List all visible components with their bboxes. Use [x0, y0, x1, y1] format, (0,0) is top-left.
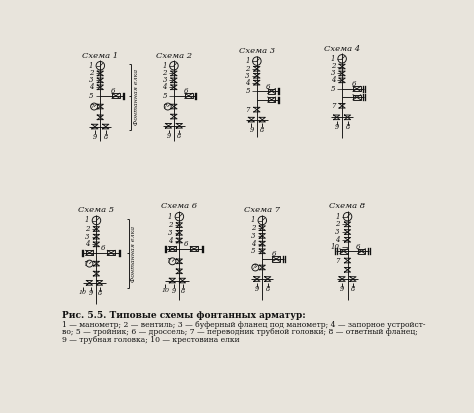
Text: 9: 9: [255, 285, 259, 293]
Text: 4: 4: [85, 240, 90, 248]
Text: Фонтанная елка: Фонтанная елка: [131, 225, 137, 282]
Text: 2: 2: [163, 69, 167, 77]
Text: Схема 2: Схема 2: [156, 52, 192, 59]
Text: 9 — трубная головка; 10 — крестовина елки: 9 — трубная головка; 10 — крестовина елк…: [63, 336, 240, 344]
Text: 7: 7: [331, 102, 335, 110]
Text: 3: 3: [168, 229, 173, 237]
Text: 10: 10: [79, 290, 86, 295]
Text: 6: 6: [272, 250, 276, 259]
Text: 4: 4: [335, 236, 340, 244]
Text: 7: 7: [166, 257, 171, 265]
Text: 9: 9: [166, 132, 171, 140]
Text: 1: 1: [168, 213, 173, 221]
Text: 5: 5: [251, 247, 255, 255]
Bar: [340, 249, 347, 254]
Text: 4: 4: [331, 76, 335, 84]
Text: 8: 8: [346, 123, 350, 131]
Text: 1: 1: [251, 216, 255, 225]
Bar: [353, 86, 361, 91]
Text: 3: 3: [251, 232, 255, 240]
Text: 4: 4: [246, 78, 250, 87]
Text: 9: 9: [89, 289, 93, 297]
Bar: [357, 249, 365, 254]
Text: 2: 2: [331, 62, 335, 71]
Text: 6: 6: [183, 240, 188, 248]
Text: 3: 3: [335, 228, 340, 236]
Text: 7: 7: [251, 263, 255, 271]
Bar: [268, 97, 275, 102]
Text: 9: 9: [93, 133, 97, 140]
Text: 4: 4: [89, 83, 93, 91]
Text: 6: 6: [110, 87, 115, 95]
Text: 9: 9: [249, 126, 254, 134]
Text: 7: 7: [163, 102, 167, 111]
Text: 4: 4: [251, 240, 255, 248]
Text: 5: 5: [163, 92, 167, 100]
Text: 7: 7: [335, 256, 340, 265]
Text: 1 — манометр; 2 — вентиль; 3 — буферный фланец под манометр; 4 — запорное устрой: 1 — манометр; 2 — вентиль; 3 — буферный …: [63, 320, 426, 329]
Text: 9: 9: [340, 285, 344, 293]
Text: 8: 8: [351, 285, 355, 293]
Text: Схема 8: Схема 8: [329, 202, 365, 211]
Text: 2: 2: [251, 224, 255, 232]
Text: Схема 4: Схема 4: [324, 45, 360, 52]
Text: 9: 9: [335, 123, 339, 131]
Text: 3: 3: [246, 72, 250, 80]
Text: 8: 8: [104, 133, 108, 140]
Text: 1: 1: [163, 62, 167, 70]
Text: 7: 7: [246, 106, 250, 114]
Text: 6: 6: [266, 83, 271, 90]
Text: Схема 3: Схема 3: [239, 47, 275, 55]
Text: 8: 8: [181, 287, 185, 294]
Text: 3: 3: [163, 76, 167, 84]
Text: 6: 6: [100, 244, 105, 252]
Text: 4: 4: [168, 237, 173, 244]
Text: 3: 3: [89, 76, 93, 84]
Bar: [86, 250, 93, 255]
Text: 2: 2: [89, 69, 93, 77]
Bar: [107, 250, 115, 255]
Text: 1: 1: [335, 213, 340, 221]
Bar: [112, 93, 120, 98]
Text: 7: 7: [89, 102, 93, 111]
Bar: [169, 247, 176, 252]
Text: Схема 7: Схема 7: [244, 206, 280, 214]
Text: Фонтанная елка: Фонтанная елка: [134, 69, 139, 125]
Text: 3: 3: [85, 233, 90, 241]
Bar: [190, 247, 198, 252]
Text: 10: 10: [162, 288, 169, 293]
Text: 6: 6: [352, 80, 356, 88]
Text: 3: 3: [331, 69, 335, 77]
Text: Схема 6: Схема 6: [161, 202, 198, 211]
Text: 1: 1: [331, 55, 335, 63]
Text: 2: 2: [85, 225, 90, 233]
Bar: [185, 93, 192, 98]
Bar: [268, 89, 275, 94]
Text: Рис. 5.5. Типовые схемы фонтанных арматур:: Рис. 5.5. Типовые схемы фонтанных армату…: [63, 311, 306, 320]
Text: 5: 5: [246, 87, 250, 95]
Text: 4: 4: [163, 83, 167, 91]
Text: 1: 1: [89, 62, 93, 70]
Text: 10: 10: [331, 243, 340, 252]
Text: во; 5 — тройник; 6 — дроссель; 7 — переводник трубной головки; 8 — ответный флан: во; 5 — тройник; 6 — дроссель; 7 — перев…: [63, 328, 418, 336]
Text: 1: 1: [246, 57, 250, 65]
Text: 8: 8: [260, 126, 264, 134]
Text: 2: 2: [335, 221, 340, 228]
Text: 7: 7: [83, 260, 88, 268]
Text: 9: 9: [172, 287, 176, 294]
Text: 2: 2: [168, 221, 173, 229]
Text: 2: 2: [246, 65, 250, 73]
Text: 6: 6: [183, 87, 188, 95]
Text: 8: 8: [177, 132, 182, 140]
Text: 8: 8: [265, 285, 270, 293]
Text: 1: 1: [85, 216, 90, 225]
Text: 6: 6: [356, 243, 360, 251]
Text: 8: 8: [98, 289, 102, 297]
Bar: [273, 256, 280, 261]
Text: 5: 5: [89, 92, 93, 100]
Text: Схема 5: Схема 5: [78, 206, 115, 214]
Text: Схема 1: Схема 1: [82, 52, 118, 59]
Text: 5: 5: [331, 85, 335, 93]
Bar: [353, 95, 361, 100]
